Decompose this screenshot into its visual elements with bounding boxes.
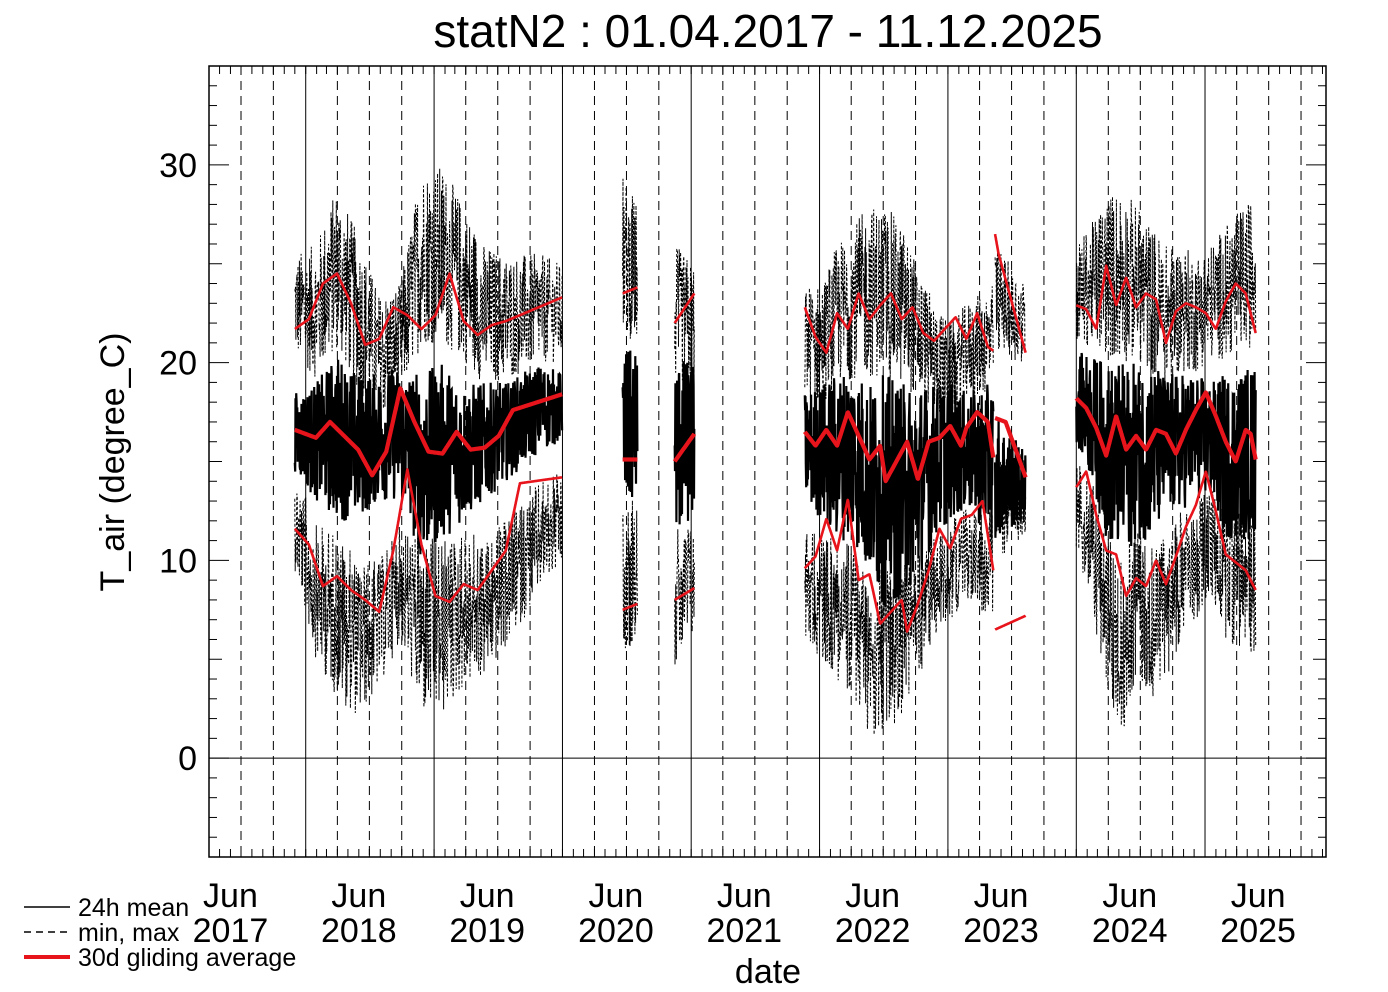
gliding-average-min — [1075, 470, 1257, 598]
legend-label: 30d gliding average — [78, 944, 296, 972]
data-segment — [293, 168, 564, 714]
y-axis-ticks: 0 10 20 30 — [159, 65, 1326, 858]
x-tick-year-label: 2018 — [321, 912, 397, 950]
x-tick-month-label: Jun — [460, 877, 515, 915]
data-segment — [993, 233, 1028, 631]
daily-max-series — [622, 178, 638, 339]
daily-min-series — [1075, 465, 1257, 727]
daily-max-series — [294, 168, 563, 420]
gliding-average-mean — [1074, 390, 1258, 464]
gliding-average-mean — [293, 386, 564, 478]
y-tick-label: 30 — [159, 147, 197, 185]
gliding-average-max — [621, 286, 639, 295]
data-segment — [1074, 196, 1258, 727]
gliding-average-mean — [802, 410, 996, 484]
x-tick-year-label: 2022 — [835, 912, 911, 950]
daily-min-series — [294, 473, 563, 714]
y-axis-label: T_air (degree_C) — [94, 333, 132, 592]
gliding-average-max — [293, 272, 564, 347]
gliding-average-min — [621, 602, 639, 612]
daily-max-series — [1075, 196, 1257, 383]
x-tick-month-label: Jun — [331, 877, 386, 915]
gliding-average-max — [1075, 264, 1257, 345]
legend-label: 24h mean — [78, 894, 189, 922]
x-tick-month-label: Jun — [717, 877, 772, 915]
x-tick-year-label: 2020 — [578, 912, 654, 950]
data-segment — [802, 209, 996, 735]
daily-max-series — [804, 209, 994, 413]
x-tick-month-label: Jun — [589, 877, 644, 915]
legend-label: min, max — [78, 919, 180, 947]
x-tick-year-label: 2023 — [963, 912, 1039, 950]
y-tick-label: 0 — [178, 740, 197, 778]
x-tick-year-label: 2017 — [193, 912, 269, 950]
gliding-average-min — [803, 498, 995, 633]
x-tick-year-label: 2019 — [449, 912, 525, 950]
chart-title: statN2 : 01.04.2017 - 11.12.2025 — [433, 5, 1102, 57]
gliding-average-max — [673, 292, 696, 324]
gliding-average-max — [993, 233, 1027, 354]
gliding-average-min — [994, 614, 1027, 631]
daily-mean-series — [621, 350, 639, 498]
daily-mean-series — [673, 361, 696, 525]
x-axis-ticks: Jun2017Jun2018Jun2019Jun2020Jun2021Jun20… — [193, 66, 1323, 950]
y-tick-label: 10 — [159, 542, 197, 580]
x-tick-year-label: 2021 — [706, 912, 782, 950]
gliding-average-mean — [993, 416, 1028, 479]
gliding-average-mean — [672, 432, 697, 464]
daily-min-series — [622, 500, 638, 649]
gliding-average-min — [673, 587, 696, 601]
x-tick-month-label: Jun — [203, 877, 258, 915]
y-tick-label: 20 — [159, 345, 197, 383]
x-tick-month-label: Jun — [1102, 877, 1157, 915]
data-segment — [672, 247, 697, 665]
gliding-average-max — [803, 292, 995, 354]
daily-max-series — [994, 252, 1027, 362]
daily-min-series — [674, 528, 695, 665]
x-tick-month-label: Jun — [845, 877, 900, 915]
data-layer — [293, 168, 1258, 735]
x-axis-label: date — [735, 953, 801, 991]
x-tick-month-label: Jun — [1231, 877, 1286, 915]
x-tick-year-label: 2025 — [1220, 912, 1296, 950]
gliding-average-min — [293, 468, 564, 614]
daily-min-series — [804, 509, 994, 735]
x-tick-month-label: Jun — [974, 877, 1029, 915]
daily-mean-series — [994, 420, 1027, 538]
data-segment — [620, 178, 640, 649]
x-tick-year-label: 2024 — [1092, 912, 1168, 950]
